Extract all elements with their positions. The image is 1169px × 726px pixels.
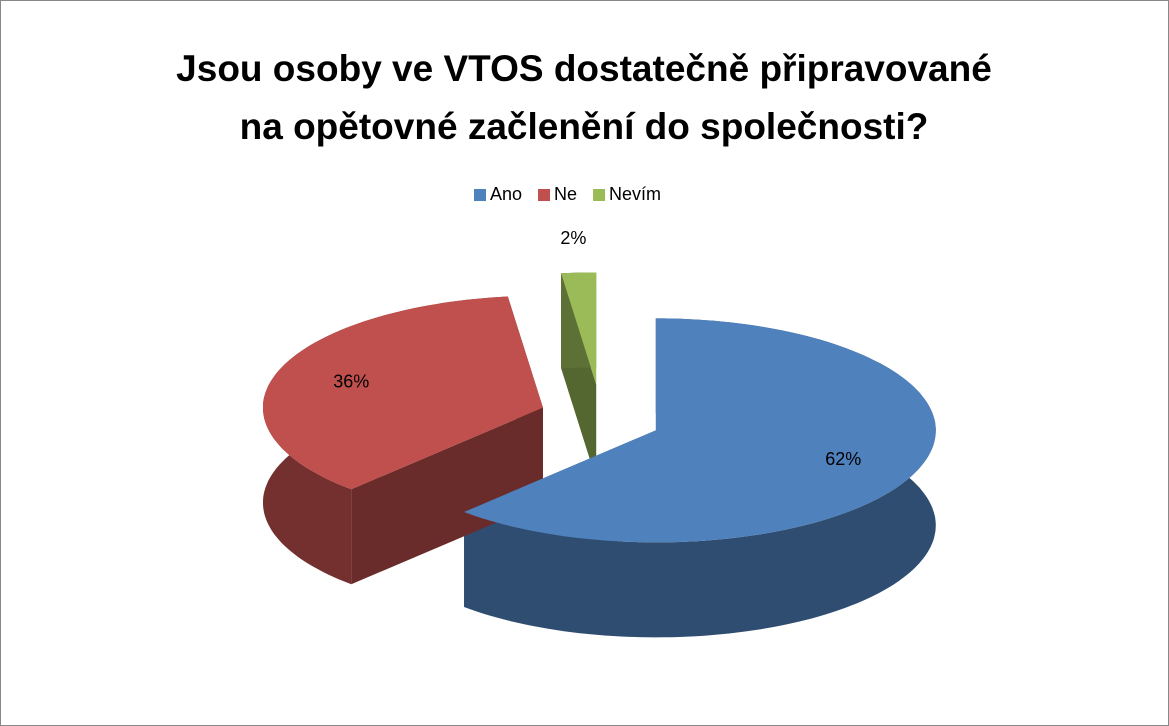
pie-tops	[263, 272, 936, 543]
legend-label: Ano	[490, 184, 522, 204]
legend-swatch	[474, 189, 486, 201]
legend-label: Nevím	[609, 184, 661, 204]
slice	[464, 318, 936, 543]
legend-label: Ne	[554, 184, 577, 204]
legend-swatch	[593, 189, 606, 201]
slice	[561, 272, 597, 385]
data-label: 2%	[560, 228, 586, 248]
slice-side	[351, 407, 543, 585]
data-label: 36%	[333, 371, 369, 391]
data-label: 62%	[825, 449, 861, 469]
legend-swatch	[538, 189, 551, 201]
chart-title: Jsou osoby ve VTOS dostatečně připravova…	[176, 48, 992, 147]
slice	[263, 296, 543, 490]
